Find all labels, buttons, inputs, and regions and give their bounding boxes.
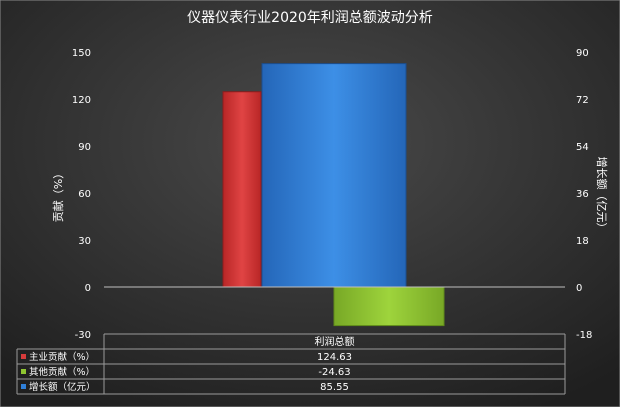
table-value: 85.55: [320, 382, 349, 393]
left-tick-label: 60: [78, 189, 91, 200]
left-tick-label: 90: [78, 142, 91, 153]
left-tick-label: -30: [75, 330, 91, 341]
legend-key: [21, 369, 26, 374]
right-tick-label: 90: [576, 48, 589, 59]
legend-series-name: 其他贡献（%）: [29, 366, 95, 378]
bar-series-2: [333, 286, 445, 327]
chart-title: 仪器仪表行业2020年利润总额波动分析: [187, 10, 433, 26]
legend-series-name: 主业贡献（%）: [29, 351, 95, 363]
table-value: 124.63: [317, 352, 352, 363]
legend-series-name: 增长额（亿元）: [29, 381, 96, 393]
right-tick-label: 36: [576, 189, 589, 200]
legend-key: [21, 354, 26, 359]
left-tick-label: 30: [78, 236, 91, 247]
left-axis-label: 贡献（%）: [51, 168, 65, 222]
right-tick-label: 0: [576, 283, 582, 294]
left-axis-ticks: 150 120 90 60 30 0 -30: [72, 48, 91, 341]
left-tick-label: 0: [85, 283, 91, 294]
right-axis-ticks: 90 72 54 36 18 0 -18: [576, 48, 592, 341]
table-value: -24.63: [318, 367, 350, 378]
right-tick-label: 18: [576, 236, 589, 247]
left-tick-label: 150: [72, 48, 91, 59]
legend-key: [21, 384, 26, 389]
bars-group: [222, 63, 445, 327]
right-tick-label: 54: [576, 142, 589, 153]
right-axis-label: 增长额（亿元）: [595, 157, 609, 234]
bar-series-1: [222, 91, 262, 288]
left-tick-label: 120: [72, 95, 91, 106]
bar-series-3: [261, 63, 407, 288]
table-category-label: 利润总额: [315, 335, 355, 348]
right-tick-label: 72: [576, 95, 589, 106]
right-tick-label: -18: [576, 330, 592, 341]
